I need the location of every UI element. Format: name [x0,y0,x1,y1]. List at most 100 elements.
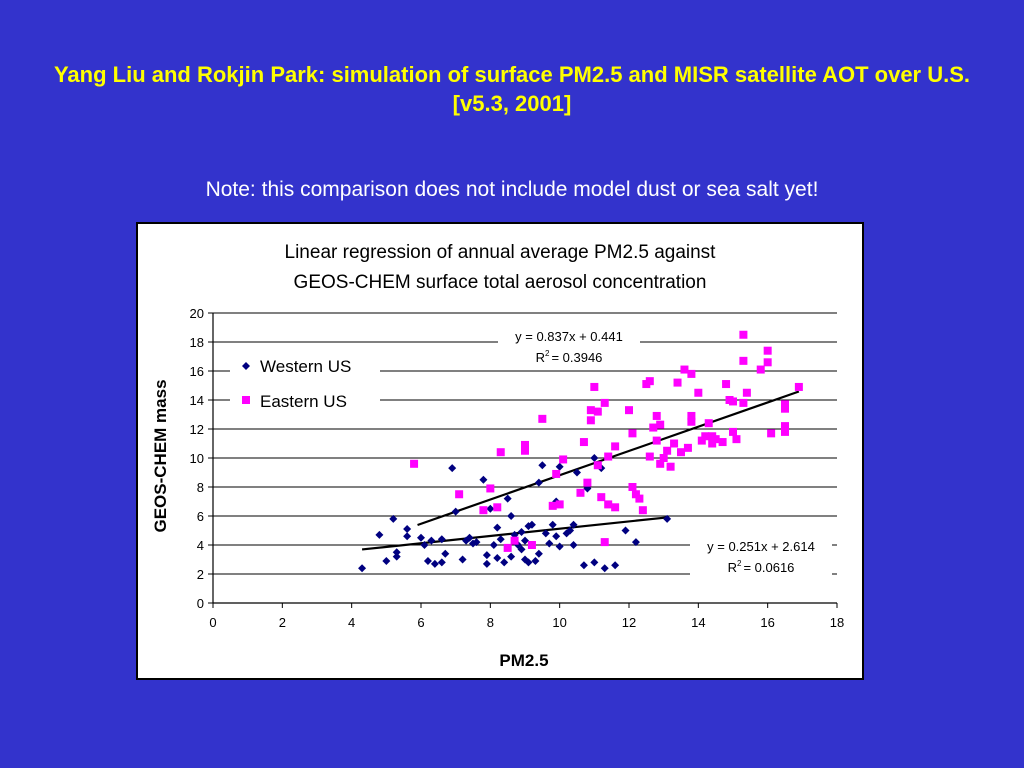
eastern-point [781,400,789,409]
western-point [507,512,516,520]
x-tick-label: 14 [691,615,705,630]
y-tick-label: 20 [190,306,204,321]
western-point [382,556,391,565]
y-tick-label: 18 [190,335,204,350]
eastern-point [479,506,488,515]
eastern-point [781,422,789,431]
eastern-point [521,446,529,455]
eastern-point [590,382,599,391]
eastern-point [611,442,620,451]
eastern-point [625,406,633,415]
eastern-point [410,459,419,468]
eastern-point [701,432,710,441]
western-point [500,558,509,567]
western-point [392,552,401,561]
eastern-equation: y = 0.837x + 0.441 [515,329,623,344]
x-tick-label: 18 [830,615,844,630]
western-equation: y = 0.251x + 2.614 [707,539,815,554]
legend-bg [230,352,380,414]
western-point [566,526,575,535]
western-point [448,464,457,473]
eastern-point [673,378,682,387]
western-point [569,520,578,529]
eastern-point [628,483,637,491]
axes [208,312,838,608]
eastern-point [593,407,602,416]
eastern-point [600,538,609,547]
eastern-point [732,435,741,444]
western-point [403,532,412,541]
western-point [663,514,672,523]
western-point [521,536,529,545]
eastern-point [493,503,502,512]
eastern-point [694,388,703,397]
slide-title: Yang Liu and Rokjin Park: simulation of … [53,62,971,116]
eastern-point [604,452,613,461]
eastern-point [781,427,789,436]
eastern-point [548,501,557,510]
western-point [486,504,495,513]
western-point [489,541,498,549]
eastern-point [670,439,679,448]
y-tick-label: 4 [197,538,204,553]
eastern-point [555,500,564,509]
eastern-point [763,346,772,355]
y-tick-label: 10 [190,451,204,466]
scatter-chart: Linear regression of annual average PM2.… [151,242,845,670]
western-point [555,462,564,471]
western-point [496,535,505,544]
western-point [458,555,467,564]
eastern-point [756,365,765,374]
western-point [503,494,512,503]
eastern-point [729,397,737,406]
legend-western-marker [242,362,250,370]
legend: Western US Eastern US [230,352,380,414]
x-tick-label: 6 [417,615,424,630]
y-tick-label: 14 [190,393,204,408]
chart-box: Linear regression of annual average PM2.… [136,222,864,680]
chart-title-line-1: Linear regression of annual average PM2.… [285,242,717,263]
western-point [437,558,446,567]
eastern-point [659,454,668,462]
western-point [392,548,401,557]
eastern-point [496,448,505,457]
x-tick-label: 10 [552,615,566,630]
western-point [548,520,557,529]
tick-labels: 0 2 4 6 8 10 12 14 16 18 20 0 2 4 6 8 10 12 14 16 18 [190,306,845,630]
eastern-point [739,398,748,407]
eastern-point [708,432,717,441]
western-point [420,541,429,549]
western-point [403,525,412,534]
eastern-point [586,406,595,415]
eastern-point [687,369,696,378]
western-point [493,523,502,532]
western-point [631,538,640,547]
western-point [590,558,599,567]
western-point [417,533,425,542]
eastern-point [635,494,644,503]
eastern-point [666,462,675,471]
western-point [534,549,543,558]
legend-western-label: Western US [260,357,351,376]
western-point [545,539,554,548]
western-point [427,536,436,545]
x-tick-label: 4 [348,615,355,630]
western-eq-bg [690,534,832,582]
eastern-point [697,436,706,445]
slide-note: Note: this comparison does not include m… [205,178,819,201]
eastern-point [649,423,658,432]
eastern-point [559,455,568,464]
western-point [465,533,474,542]
western-point [441,549,450,558]
western-point [375,530,384,539]
eastern-point [521,440,529,449]
western-point [573,468,581,477]
western-point [358,564,367,573]
western-point [389,514,398,523]
eastern-point [739,356,748,365]
legend-eastern-label: Eastern US [260,392,347,411]
eastern-point [631,490,640,499]
eastern-point [538,414,547,423]
eastern-point [583,478,592,487]
eastern-point [718,438,727,447]
